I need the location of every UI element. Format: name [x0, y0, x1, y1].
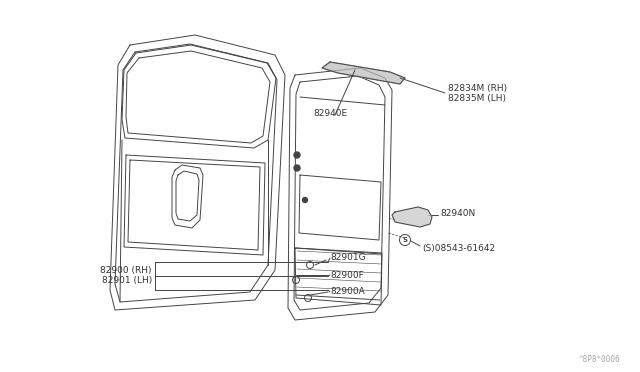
Text: 82900A: 82900A	[330, 288, 365, 296]
Circle shape	[294, 165, 300, 171]
Circle shape	[303, 198, 307, 202]
Text: S: S	[403, 237, 408, 243]
Circle shape	[294, 152, 300, 158]
Text: 82940E: 82940E	[313, 109, 347, 118]
Text: 82940N: 82940N	[440, 208, 476, 218]
Text: ^8P8*0006: ^8P8*0006	[579, 355, 620, 364]
Polygon shape	[322, 62, 405, 84]
Text: 82900 (RH): 82900 (RH)	[100, 266, 152, 276]
Text: 82900F: 82900F	[330, 270, 364, 279]
Text: 82835M (LH): 82835M (LH)	[448, 93, 506, 103]
Text: 82834M (RH): 82834M (RH)	[448, 83, 507, 93]
Text: 82901G: 82901G	[330, 253, 365, 263]
Text: (S)08543-61642: (S)08543-61642	[422, 244, 495, 253]
Text: 82901 (LH): 82901 (LH)	[102, 276, 152, 285]
Polygon shape	[392, 207, 432, 227]
